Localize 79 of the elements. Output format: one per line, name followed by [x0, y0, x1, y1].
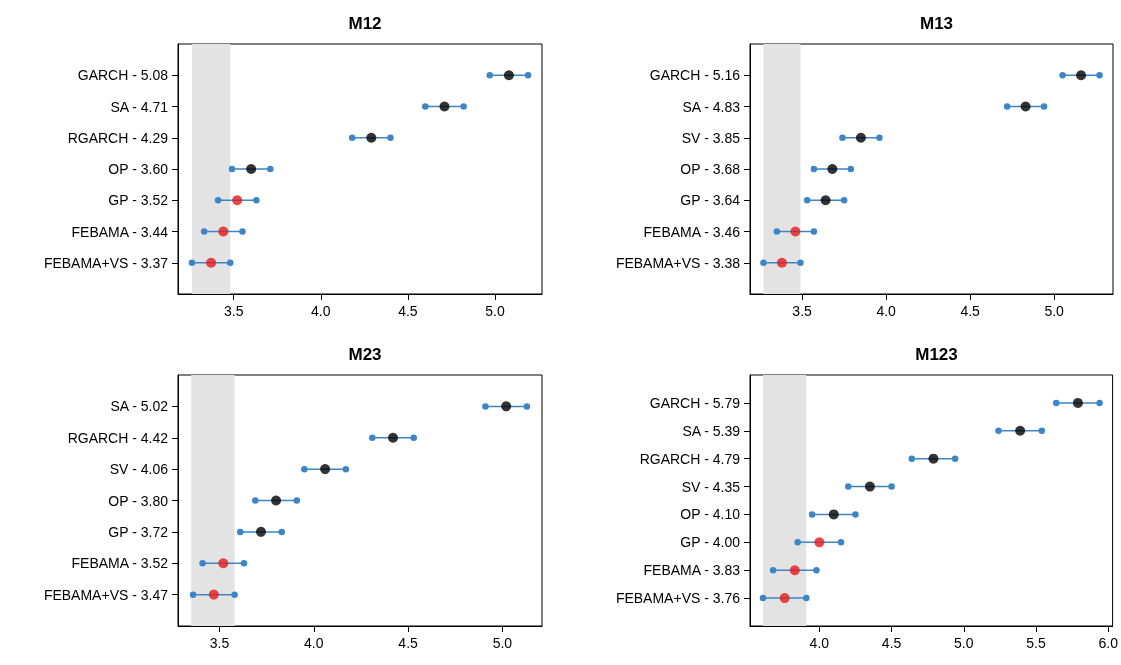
point — [246, 164, 257, 174]
y-tick-label: OP - 4.10 — [680, 506, 741, 523]
y-tick-label: FEBAMA+VS - 3.47 — [43, 586, 169, 603]
x-tick-label: 4.5 — [398, 303, 418, 319]
y-tick-label: OP - 3.60 — [108, 161, 169, 177]
point — [827, 164, 838, 174]
y-tick-label: RGARCH - 4.79 — [639, 450, 741, 467]
y-tick-label: FEBAMA+VS - 3.37 — [43, 254, 169, 271]
point — [1076, 70, 1087, 81]
y-tick-label: GARCH - 5.16 — [649, 67, 741, 84]
y-tick-label: GP - 3.52 — [108, 192, 169, 209]
point — [503, 70, 514, 81]
point — [1020, 101, 1031, 112]
point — [439, 101, 450, 112]
y-tick-label: SV - 3.85 — [681, 129, 741, 146]
point — [218, 558, 229, 569]
y-tick-label: FEBAMA - 3.46 — [643, 223, 741, 240]
y-tick-label: SV - 4.35 — [681, 478, 741, 495]
point — [814, 537, 825, 548]
y-tick-label: FEBAMA - 3.44 — [71, 223, 169, 240]
point — [820, 195, 831, 206]
x-tick-label: 3.5 — [792, 303, 813, 319]
y-tick-label: FEBAMA - 3.83 — [643, 562, 741, 579]
y-tick-label: SA - 4.71 — [110, 98, 169, 115]
y-tick-label: GP - 4.00 — [680, 534, 741, 551]
x-tick-label: 5.0 — [954, 635, 974, 651]
point — [864, 481, 875, 492]
y-tick-label: GP - 3.72 — [108, 523, 169, 540]
y-tick-label: SA - 5.02 — [110, 398, 169, 415]
point — [255, 526, 266, 537]
point — [208, 589, 219, 600]
point — [218, 226, 229, 237]
x-tick-label: 4.5 — [398, 635, 419, 651]
point — [828, 509, 839, 520]
point — [789, 565, 800, 576]
point — [779, 593, 790, 604]
y-tick-label: FEBAMA+VS - 3.76 — [615, 590, 741, 607]
x-tick-label: 6.0 — [1098, 635, 1119, 651]
point — [855, 132, 866, 143]
chart-title: M123 — [915, 345, 958, 364]
point — [501, 401, 512, 412]
point — [232, 195, 243, 206]
point — [1015, 425, 1026, 436]
x-tick-label: 4.0 — [304, 635, 324, 651]
point — [366, 132, 377, 143]
x-tick-label: 5.5 — [1026, 635, 1046, 651]
x-tick-label: 4.5 — [881, 635, 902, 651]
x-tick-label: 5.0 — [485, 303, 505, 319]
y-tick-label: GP - 3.64 — [680, 192, 741, 209]
x-tick-label: 5.0 — [1044, 303, 1065, 319]
point — [776, 257, 787, 268]
chart-title: M23 — [348, 345, 382, 364]
x-tick-label: 4.0 — [311, 303, 331, 319]
y-tick-label: FEBAMA+VS - 3.38 — [615, 254, 741, 271]
y-tick-label: GARCH - 5.79 — [649, 394, 741, 411]
y-tick-label: SA - 5.39 — [682, 422, 741, 439]
x-tick-label: 4.0 — [876, 303, 897, 319]
y-tick-label: OP - 3.80 — [108, 492, 169, 509]
point — [320, 464, 331, 475]
point — [928, 453, 939, 464]
point — [271, 495, 282, 506]
point — [206, 257, 217, 268]
x-tick-label: 3.5 — [224, 303, 244, 319]
chart-title: M13 — [919, 14, 954, 33]
point — [388, 432, 399, 443]
x-tick-label: 4.5 — [960, 303, 981, 319]
chart-title: M12 — [348, 14, 382, 33]
y-tick-label: GARCH - 5.08 — [77, 67, 169, 84]
point — [1072, 397, 1083, 408]
y-tick-label: FEBAMA - 3.52 — [71, 555, 169, 572]
y-tick-label: OP - 3.68 — [680, 161, 741, 177]
y-tick-label: RGARCH - 4.42 — [67, 429, 169, 446]
x-tick-label: 5.0 — [492, 635, 513, 651]
point — [790, 226, 801, 237]
y-tick-label: SV - 4.06 — [109, 461, 169, 478]
x-tick-label: 4.0 — [809, 635, 830, 651]
y-tick-label: RGARCH - 4.29 — [67, 129, 169, 146]
x-tick-label: 3.5 — [209, 635, 230, 651]
y-tick-label: SA - 4.83 — [682, 98, 741, 115]
